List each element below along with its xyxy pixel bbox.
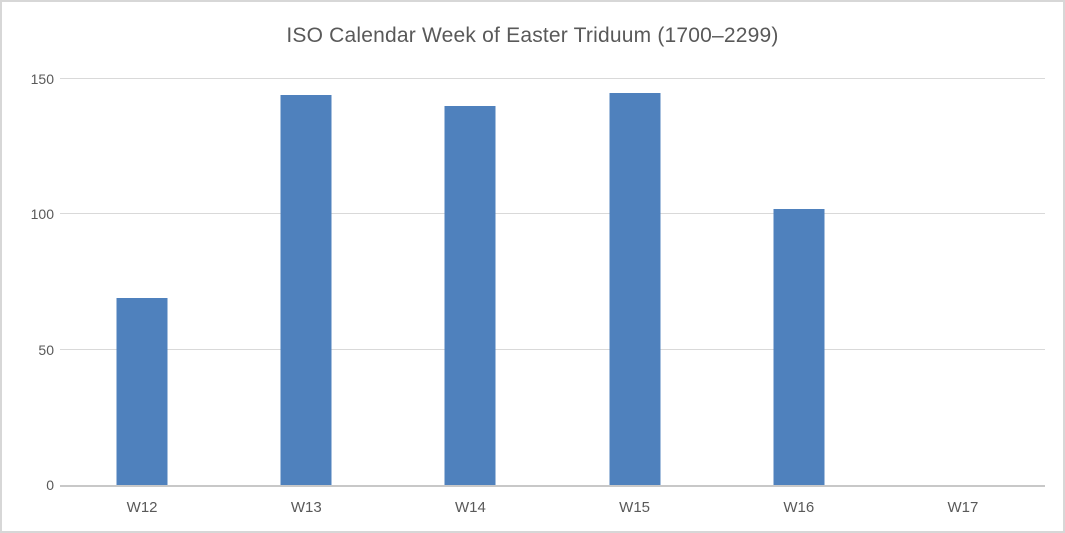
x-tick-label-W15: W15 — [619, 499, 650, 516]
bar-slot-W12 — [60, 79, 224, 485]
bar-slot-W16 — [717, 79, 881, 485]
bar-W13 — [280, 95, 332, 485]
y-tick-label: 100 — [30, 206, 54, 223]
bar-W14 — [444, 106, 496, 485]
bar-slot-W17 — [881, 79, 1045, 485]
y-tick-label: 0 — [46, 477, 54, 493]
y-tick-label: 150 — [30, 71, 54, 87]
x-tick-label-W14: W14 — [454, 499, 486, 516]
chart-title: ISO Calendar Week of Easter Triduum (170… — [286, 24, 779, 47]
bar-W16 — [773, 208, 825, 485]
x-tick-label-W12: W12 — [126, 499, 158, 516]
plot-area — [60, 78, 1045, 487]
gridline-y100 — [60, 213, 1045, 215]
x-tick-label-W16: W16 — [783, 499, 815, 516]
bar-slot-W13 — [224, 79, 388, 485]
x-tick-label-W17: W17 — [947, 499, 979, 516]
bar-slot-W14 — [388, 79, 552, 485]
y-tick-label: 50 — [38, 341, 54, 358]
bar-W15 — [609, 92, 661, 485]
gridline-y50 — [60, 348, 1045, 350]
gridline-y150 — [60, 78, 1045, 79]
x-tick-label-W13: W13 — [290, 499, 322, 516]
bar-W12 — [116, 298, 168, 485]
bar-slot-W15 — [553, 79, 717, 485]
